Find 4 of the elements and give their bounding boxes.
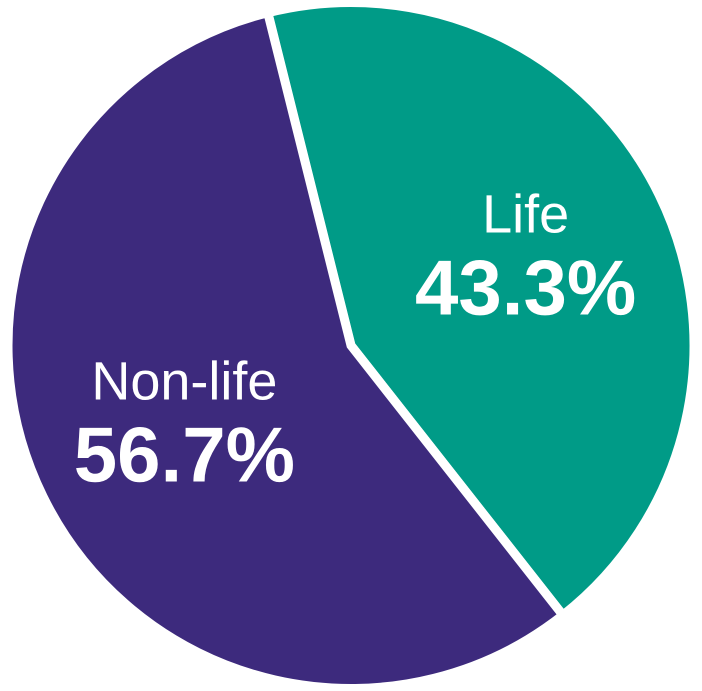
data-label: 43.3%: [415, 243, 636, 332]
slice-label: Non-life: [91, 352, 278, 412]
data-label: 56.7%: [74, 410, 295, 499]
slice-label: Life: [482, 184, 570, 244]
